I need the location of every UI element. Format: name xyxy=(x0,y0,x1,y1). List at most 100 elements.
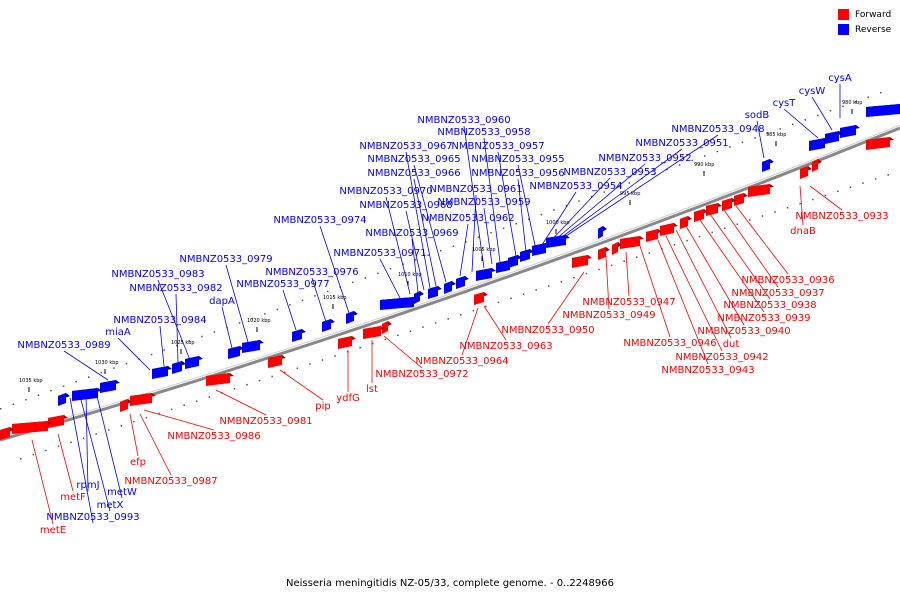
minor-tick-lower xyxy=(585,272,588,275)
forward-gene-label: NMBNZ0533_0981 xyxy=(219,416,312,427)
reverse-leader-line xyxy=(549,163,646,245)
reverse-gene-label: cysA xyxy=(828,73,852,84)
minor-tick-lower xyxy=(309,363,311,365)
forward-leader-line xyxy=(699,219,765,313)
forward-gene xyxy=(800,166,812,179)
reverse-gene xyxy=(322,319,335,332)
minor-tick-lower xyxy=(133,420,135,423)
forward-leader-line xyxy=(605,255,610,310)
reverse-gene xyxy=(476,268,496,281)
reverse-swatch xyxy=(838,24,849,35)
reverse-gene xyxy=(172,361,186,374)
legend-forward-label: Forward xyxy=(855,9,892,20)
forward-gene-label: NMBNZ0533_0949 xyxy=(562,310,655,321)
forward-leader-line xyxy=(57,433,74,492)
minor-tick-upper xyxy=(201,335,203,338)
minor-tick-lower xyxy=(636,256,638,258)
kbp-tick-label: 985 kbp xyxy=(766,132,786,138)
reverse-gene-label: NMBNZ0533_0976 xyxy=(265,267,358,278)
minor-tick-upper xyxy=(490,231,492,234)
minor-tick-lower xyxy=(698,235,701,238)
reverse-leader-line xyxy=(756,120,765,159)
reverse-gene-label: NMBNZ0533_0948 xyxy=(671,124,764,135)
reverse-leader-line xyxy=(413,178,437,287)
minor-tick-upper xyxy=(289,304,291,306)
forward-gene-label: metE xyxy=(40,525,66,536)
minor-tick-lower xyxy=(598,268,600,271)
forward-leader-line xyxy=(723,209,779,288)
forward-gene-label: pip xyxy=(315,401,330,412)
minor-tick-lower xyxy=(711,231,713,234)
minor-tick-upper xyxy=(88,376,90,378)
reverse-gene-label: NMBNZ0533_0957 xyxy=(451,141,544,152)
reverse-leader-line xyxy=(413,164,447,283)
reverse-gene-label: NMBNZ0533_0989 xyxy=(17,340,110,351)
forward-leader-line xyxy=(143,409,215,431)
reverse-leader-line xyxy=(811,96,833,131)
forward-gene xyxy=(812,159,822,172)
minor-tick-lower xyxy=(20,458,22,460)
minor-tick-lower xyxy=(749,219,751,221)
forward-gene xyxy=(120,399,132,412)
minor-tick-upper xyxy=(100,371,103,374)
minor-tick-upper xyxy=(125,362,128,365)
minor-tick-lower xyxy=(887,174,889,176)
minor-tick-upper xyxy=(578,200,580,202)
forward-gene-label: NMBNZ0533_0938 xyxy=(723,300,816,311)
reverse-leader-line xyxy=(517,178,527,253)
reverse-leader-line xyxy=(63,350,109,381)
forward-gene xyxy=(694,209,708,222)
minor-tick-upper xyxy=(276,308,279,311)
reverse-leader-line xyxy=(539,191,577,249)
reverse-leader-line xyxy=(783,108,819,139)
reverse-gene-label: NMBNZ0533_0974 xyxy=(273,215,366,226)
reverse-gene xyxy=(762,159,774,172)
reverse-gene-label: NMBNZ0533_0977 xyxy=(236,279,329,290)
forward-leader-line xyxy=(31,439,54,525)
minor-tick-upper xyxy=(666,168,668,171)
reverse-gene xyxy=(58,393,70,406)
minor-tick-lower xyxy=(82,437,85,439)
minor-tick-lower xyxy=(799,202,801,205)
minor-tick-lower xyxy=(623,260,625,263)
minor-tick-lower xyxy=(774,211,776,213)
forward-gene xyxy=(206,373,234,386)
minor-tick-upper xyxy=(691,159,693,162)
minor-tick-lower xyxy=(321,359,324,361)
minor-tick-lower xyxy=(170,408,173,411)
minor-tick-upper xyxy=(37,394,40,396)
minor-tick-upper xyxy=(704,155,706,157)
reverse-leader-line xyxy=(159,325,165,367)
minor-tick-lower xyxy=(196,400,198,402)
minor-tick-upper xyxy=(352,281,354,284)
reverse-gene-label: dapA xyxy=(209,296,235,307)
kbp-tick-label: 1010 kbp xyxy=(398,272,422,278)
minor-tick-lower xyxy=(724,227,726,230)
minor-tick-lower xyxy=(359,346,361,349)
reverse-gene-label: NMBNZ0533_0970 xyxy=(339,186,432,197)
minor-tick-upper xyxy=(440,250,442,252)
reverse-leader-line xyxy=(483,207,493,265)
minor-tick-upper xyxy=(678,164,681,166)
reverse-gene-label: NMBNZ0533_0951 xyxy=(635,138,728,149)
forward-leader-line xyxy=(139,413,172,476)
forward-gene xyxy=(0,427,14,440)
minor-tick-upper xyxy=(628,182,631,184)
forward-gene xyxy=(680,216,692,229)
forward-gene-label: lst xyxy=(366,384,378,395)
reverse-gene xyxy=(840,125,860,138)
forward-leader-line xyxy=(215,389,267,416)
minor-tick-lower xyxy=(120,425,123,427)
minor-tick-upper xyxy=(528,218,530,220)
reverse-gene xyxy=(598,226,607,239)
minor-tick-lower xyxy=(874,178,877,180)
minor-tick-upper xyxy=(238,322,241,324)
forward-leader-line xyxy=(675,229,732,339)
reverse-leader-line xyxy=(221,306,233,349)
minor-tick-lower xyxy=(497,301,500,304)
forward-gene xyxy=(474,292,488,305)
forward-gene xyxy=(706,203,722,216)
forward-leader-line xyxy=(665,235,723,352)
minor-tick-lower xyxy=(57,445,60,448)
reverse-gene-label: NMBNZ0533_0965 xyxy=(367,154,460,165)
